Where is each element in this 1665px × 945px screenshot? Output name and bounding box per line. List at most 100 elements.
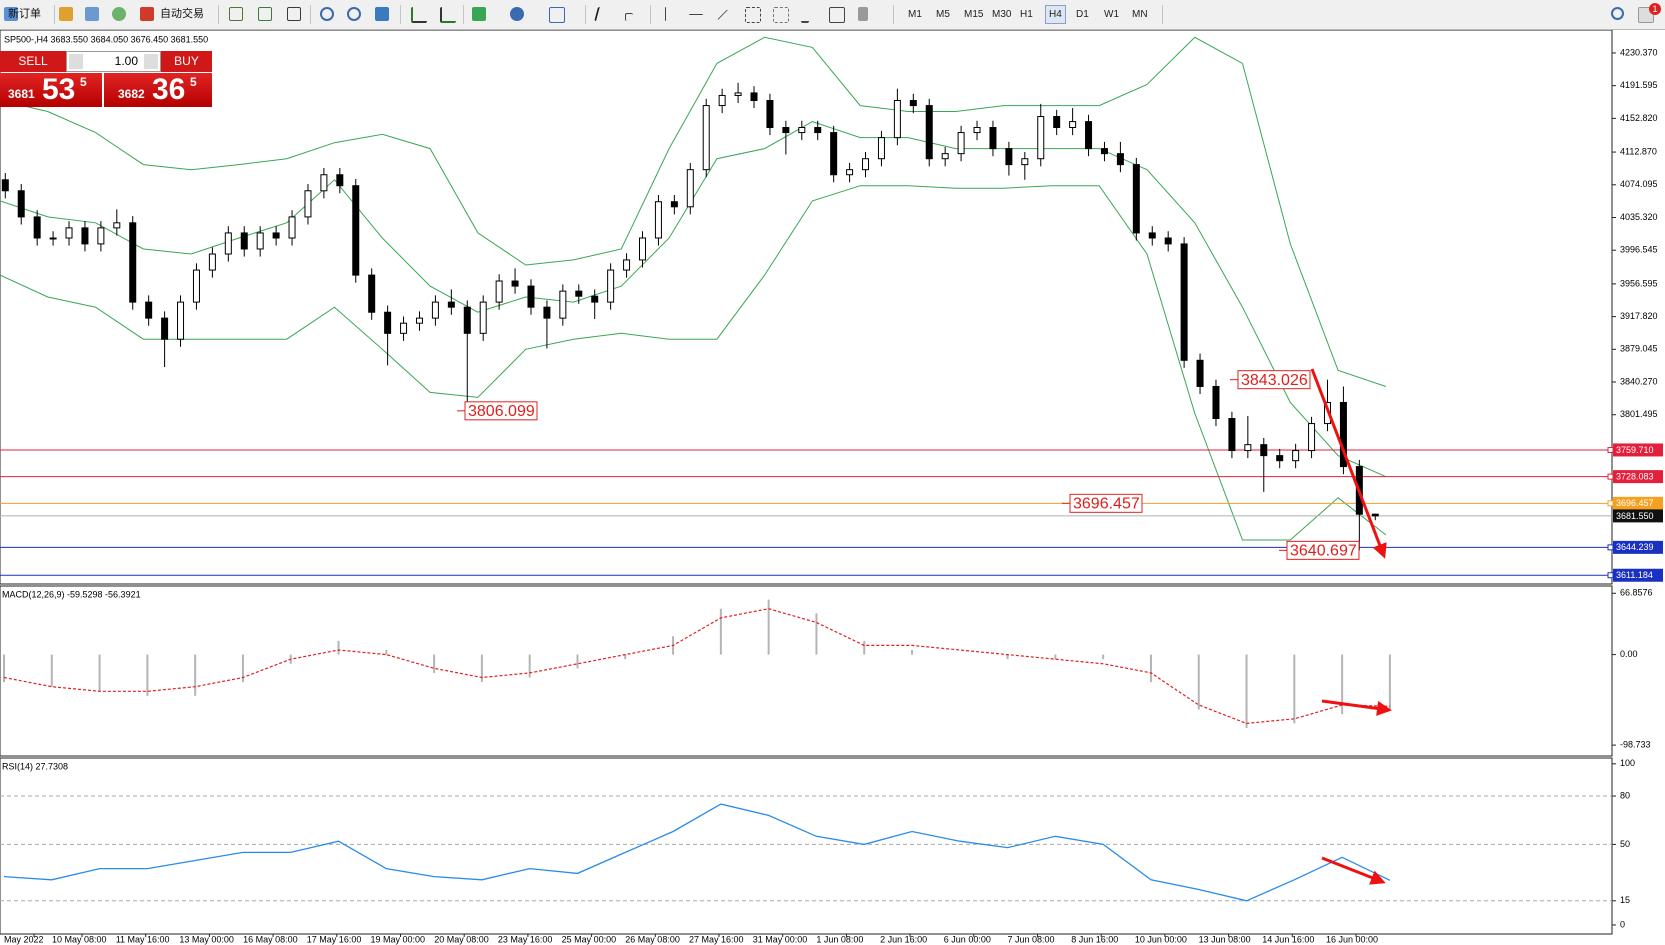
tile-windows[interactable] [375, 7, 389, 21]
x-tick-label: 31 May 00:00 [753, 934, 808, 944]
plot-layer: 4230.370 4191.595 4152.820 4112.870 4074.095… [0, 36, 1663, 944]
candle-body [670, 201, 678, 208]
volume-down[interactable] [69, 54, 83, 69]
y-tick-label: 4230.370 [1620, 47, 1658, 57]
y-tick-label: 4191.595 [1620, 80, 1658, 90]
new-order-button[interactable]: 新订单 [8, 4, 41, 24]
candle-body [384, 311, 392, 334]
chart-title: SP500-,H4 3683.550 3684.050 3676.450 368… [4, 34, 208, 44]
sell-button[interactable]: SELL [0, 51, 66, 72]
auto-trade-button[interactable]: 自动交易 [160, 4, 204, 24]
timeframe-button[interactable]: M15 [964, 9, 984, 20]
text-tool[interactable] [801, 7, 809, 23]
price-line-marker [1607, 473, 1614, 480]
buy-price-pips: 36 [152, 73, 186, 106]
candle-body [702, 105, 710, 171]
main-panel [0, 29, 1613, 585]
toolbar-icon[interactable] [440, 7, 456, 23]
y-tick-label: 3840.270 [1620, 376, 1658, 386]
price-line-marker [1607, 572, 1614, 579]
volume-field[interactable]: 1.00 [66, 51, 161, 72]
toolbar-icon[interactable] [287, 7, 301, 21]
macd-arrow [1321, 699, 1392, 716]
y-tick-label: 50 [1620, 839, 1630, 849]
macd-title: MACD(12,26,9) -59.5298 -56.3921 [2, 589, 141, 599]
timeframe-button[interactable]: M30 [992, 9, 1012, 20]
separator [893, 5, 894, 24]
candle-body [1244, 444, 1252, 452]
candle-body [336, 174, 344, 187]
buy-button[interactable]: BUY [161, 51, 212, 72]
candle-body [511, 280, 519, 287]
crosshair[interactable] [625, 13, 633, 21]
zoom-in[interactable] [320, 7, 334, 21]
horizontal-line[interactable] [689, 14, 703, 16]
vertical-line[interactable] [665, 7, 667, 21]
cursor[interactable] [594, 7, 608, 21]
candle-body [81, 227, 89, 245]
x-tick-label: 7 Jun 08:00 [1008, 934, 1055, 944]
toolbar-icon[interactable] [411, 7, 427, 23]
notification-badge[interactable]: 1 [1649, 3, 1661, 15]
periods[interactable] [510, 7, 524, 21]
timeframe-button[interactable]: H4 [1045, 5, 1066, 24]
volume-up[interactable] [144, 54, 158, 69]
templates[interactable] [549, 7, 565, 23]
toolbar-icon[interactable] [112, 7, 126, 21]
x-tick-label: 25 May 00:00 [562, 934, 617, 944]
timeframe-button[interactable]: MN [1132, 9, 1148, 20]
buy-price[interactable]: 3682 36 5 [104, 73, 212, 107]
x-tick-label: 20 May 08:00 [434, 934, 489, 944]
candle-body [320, 174, 328, 192]
candle-body [400, 322, 408, 334]
rsi-arrow [1321, 856, 1386, 885]
label-tool[interactable] [829, 7, 845, 23]
trend-arrow [1310, 368, 1387, 559]
timeframe-button[interactable]: W1 [1104, 9, 1119, 20]
separator [463, 5, 464, 24]
candle-body [288, 216, 296, 239]
trend-line[interactable] [717, 9, 729, 21]
annotation-box [464, 401, 538, 421]
x-tick-label: 1 Jun 08:00 [816, 934, 863, 944]
toolbar-icon[interactable] [258, 7, 272, 21]
bollinger-upper [0, 36, 1387, 387]
candle-body [1037, 116, 1045, 160]
buy-price-point: 5 [190, 75, 197, 89]
search[interactable] [1611, 7, 1624, 20]
candle-body [1164, 237, 1172, 245]
candle-body [304, 190, 312, 218]
candle-body [352, 185, 360, 276]
candle-body [543, 306, 551, 319]
toolbar-icon[interactable] [85, 7, 99, 21]
candle-body [1339, 401, 1347, 468]
candle-body [65, 227, 73, 239]
fibo[interactable] [773, 7, 789, 23]
candle-body [1276, 455, 1284, 462]
arrows-tool[interactable] [858, 7, 868, 21]
timeframe-button[interactable]: D1 [1076, 9, 1089, 20]
price-label-box [1613, 568, 1663, 582]
auto-trade-icon[interactable] [140, 7, 154, 21]
zoom-out[interactable] [347, 7, 361, 21]
toolbar-icon[interactable] [229, 7, 243, 21]
candle-body [49, 237, 57, 240]
x-tick-label: 6 Jun 00:00 [944, 934, 991, 944]
timeframe-button[interactable]: H1 [1020, 9, 1033, 20]
rsi-title: RSI(14) 27.7308 [2, 761, 68, 771]
price-label-box [1613, 496, 1663, 510]
separator [310, 5, 311, 24]
timeframe-button[interactable]: M5 [936, 9, 950, 20]
indicators[interactable] [472, 7, 486, 21]
channel[interactable] [745, 7, 761, 23]
candle-body [862, 158, 870, 171]
new-order-icon[interactable] [4, 7, 18, 21]
candle-body [1212, 385, 1220, 420]
timeframe-button[interactable]: M1 [908, 9, 922, 20]
x-tick-label: May 2022 [4, 934, 44, 944]
y-tick-label: 66.8576 [1620, 588, 1653, 598]
sell-price[interactable]: 3681 53 5 [0, 73, 102, 107]
toolbar-icon[interactable] [59, 7, 73, 21]
candle-body [113, 222, 121, 229]
